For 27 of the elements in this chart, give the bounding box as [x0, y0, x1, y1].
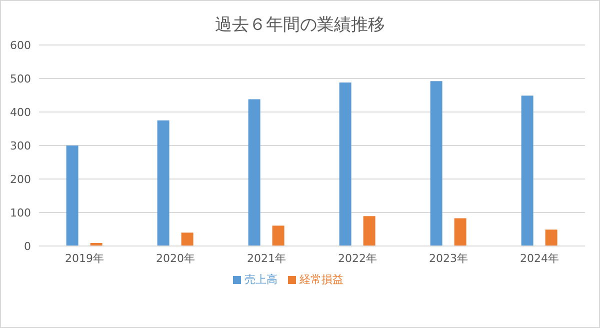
y-tick-label: 400	[10, 106, 31, 119]
bar	[545, 230, 558, 246]
bar	[248, 99, 260, 246]
x-tick-label: 2022年	[338, 252, 377, 265]
x-tick-label: 2021年	[247, 252, 286, 265]
bar	[66, 146, 78, 246]
x-tick-label: 2019年	[65, 252, 104, 265]
legend-label: 売上高	[244, 273, 278, 286]
bar	[272, 226, 284, 246]
y-tick-label: 500	[10, 72, 31, 86]
legend-label: 経常損益	[300, 273, 344, 286]
bar	[181, 232, 194, 246]
bar	[454, 218, 466, 246]
bar	[363, 216, 376, 246]
bar	[339, 82, 352, 246]
x-tick-label: 2020年	[156, 252, 195, 265]
y-tick-label: 100	[10, 206, 31, 220]
x-tick-label: 2023年	[429, 252, 468, 265]
y-tick-label: 600	[10, 38, 31, 52]
chart-title: 過去６年間の業績推移	[214, 14, 386, 36]
bar	[521, 96, 534, 246]
bar	[157, 120, 170, 246]
y-tick-label: 0	[24, 240, 31, 253]
y-tick-label: 200	[10, 172, 31, 186]
x-tick-label: 2024年	[520, 252, 559, 265]
y-tick-label: 300	[10, 139, 31, 152]
bar	[430, 81, 442, 246]
